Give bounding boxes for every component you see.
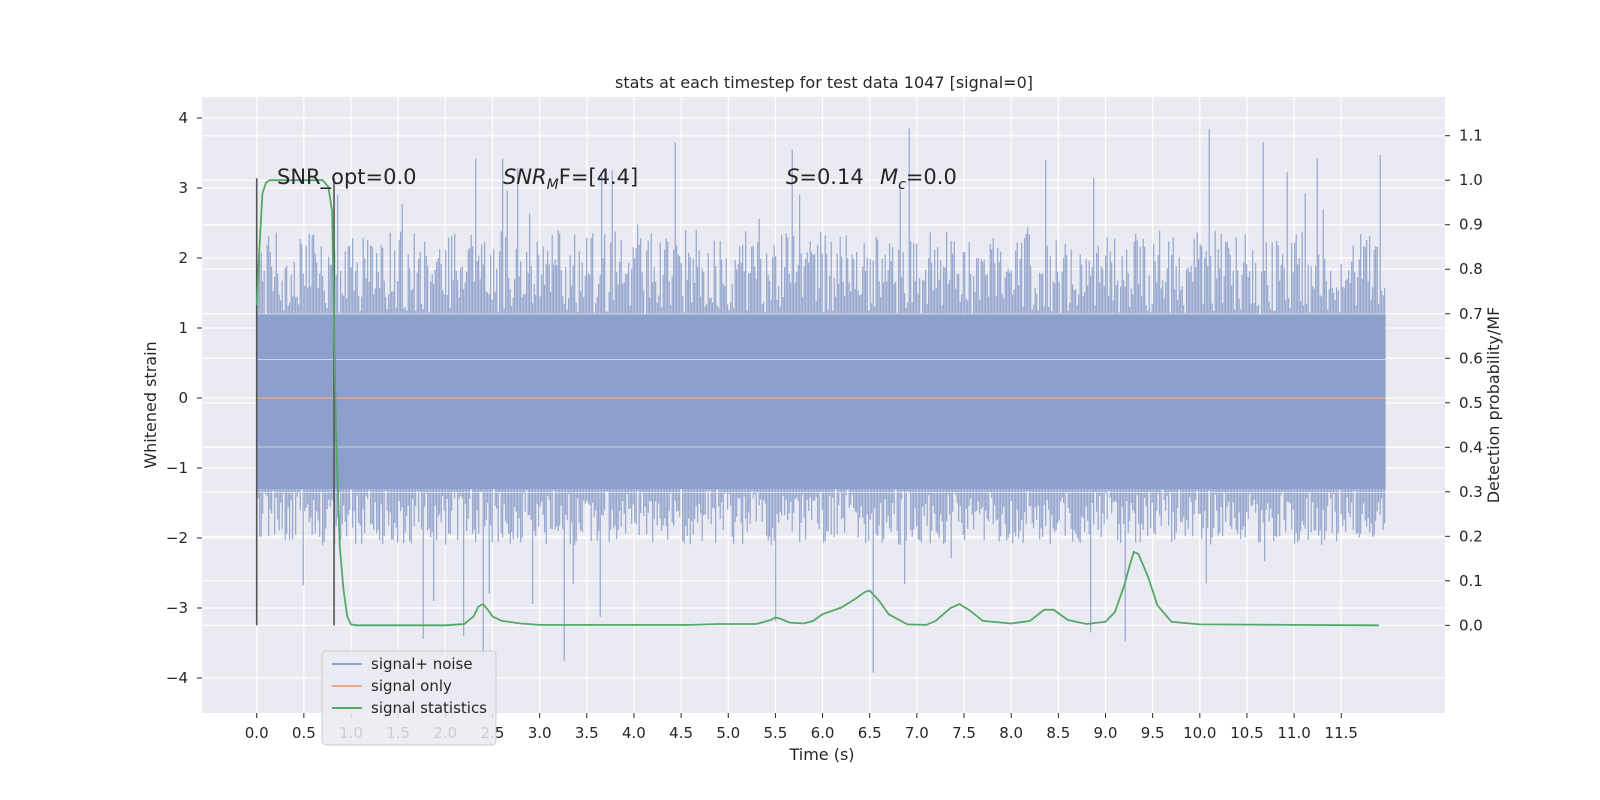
annotation-snr-mf: SNRMF=[4.4] xyxy=(503,165,638,193)
y-axis-right-label: Detection probability/MF xyxy=(1484,307,1503,504)
x-tick-label: 10.0 xyxy=(1183,724,1216,742)
annotation-snr-mf-rest: F=[4.4] xyxy=(559,165,638,189)
y-left-tick-label: 2 xyxy=(178,249,188,267)
signal-statistics-series xyxy=(255,179,1380,627)
y-left-tick-label: −4 xyxy=(166,669,188,687)
y-left-tick-label: 4 xyxy=(178,109,188,127)
legend-label-signal-plus-noise: signal+ noise xyxy=(371,655,473,673)
x-tick-label: 9.5 xyxy=(1141,724,1165,742)
legend-label-signal-only: signal only xyxy=(371,677,452,695)
y-right-tick-label: 0.9 xyxy=(1459,216,1483,234)
y-left-tick-label: 0 xyxy=(178,389,188,407)
y-right-tick-label: 0.6 xyxy=(1459,349,1483,367)
y-left-tick-label: 3 xyxy=(178,179,188,197)
x-tick-label: 3.5 xyxy=(575,724,599,742)
y-left-tick-label: −2 xyxy=(166,529,188,547)
x-tick-label: 10.5 xyxy=(1230,724,1263,742)
y-right-tick-label: 0.4 xyxy=(1459,438,1483,456)
y-right-tick-label: 0.2 xyxy=(1459,527,1483,545)
x-tick-label: 6.0 xyxy=(811,724,835,742)
x-tick-label: 11.0 xyxy=(1277,724,1310,742)
x-tick-label: 8.5 xyxy=(1046,724,1070,742)
annotation-mc-rest: =0.0 xyxy=(906,165,957,189)
annotation-snr-mf-sub: M xyxy=(547,177,559,193)
annotation-snr-mf-main: SNR xyxy=(503,165,547,189)
annotation-s-rest: =0.14 xyxy=(799,165,863,189)
annotation-snr-opt: SNR_opt=0.0 xyxy=(277,165,417,190)
x-tick-label: 3.0 xyxy=(528,724,552,742)
annotation-s-main: S xyxy=(786,165,799,189)
x-tick-label: 0.0 xyxy=(245,724,269,742)
x-tick-label: 11.5 xyxy=(1325,724,1358,742)
x-tick-label: 4.0 xyxy=(622,724,646,742)
annotation-s: S=0.14 xyxy=(786,165,864,189)
y-right-tick-label: 0.3 xyxy=(1459,483,1483,501)
y-axis-left-label: Whitened strain xyxy=(141,341,160,468)
marker-lines xyxy=(255,178,335,626)
x-tick-label: 0.5 xyxy=(292,724,316,742)
y-right-tick-label: 0.5 xyxy=(1459,394,1483,412)
x-tick-label: 7.0 xyxy=(905,724,929,742)
legend: signal+ noise signal only signal statist… xyxy=(321,650,497,746)
y-axis-left-ticks: 4 3 2 1 0 −1 −2 −3 −4 xyxy=(166,109,202,687)
x-tick-label: 9.0 xyxy=(1094,724,1118,742)
y-left-tick-label: −3 xyxy=(166,599,188,617)
legend-box xyxy=(321,650,497,746)
x-tick-label: 7.5 xyxy=(952,724,976,742)
x-tick-label: 5.5 xyxy=(763,724,787,742)
y-right-tick-label: 0.0 xyxy=(1459,616,1483,634)
y-right-tick-label: 0.8 xyxy=(1459,260,1483,278)
y-left-tick-label: 1 xyxy=(178,319,188,337)
y-right-tick-label: 1.1 xyxy=(1459,127,1483,145)
chart-title: stats at each timestep for test data 104… xyxy=(615,73,1033,92)
x-tick-label: 6.5 xyxy=(858,724,882,742)
y-right-tick-label: 0.1 xyxy=(1459,572,1483,590)
annotation-mc-main: M xyxy=(880,165,898,189)
y-right-tick-label: 0.7 xyxy=(1459,305,1483,323)
x-tick-label: 5.0 xyxy=(716,724,740,742)
x-tick-label: 8.0 xyxy=(999,724,1023,742)
y-left-tick-label: −1 xyxy=(166,459,188,477)
x-tick-label: 4.5 xyxy=(669,724,693,742)
y-right-tick-label: 1.0 xyxy=(1459,171,1483,189)
annotation-mc-sub: c xyxy=(898,177,906,193)
annotation-mc: Mc=0.0 xyxy=(880,165,957,193)
legend-label-signal-statistics: signal statistics xyxy=(371,699,487,717)
signal-plus-noise-series xyxy=(256,128,1386,673)
y-axis-right-ticks: 1.1 1.0 0.9 0.8 0.7 0.6 0.5 0.4 0.3 0.2 0.1 0.0 xyxy=(1445,127,1483,634)
x-axis-label: Time (s) xyxy=(788,745,854,764)
